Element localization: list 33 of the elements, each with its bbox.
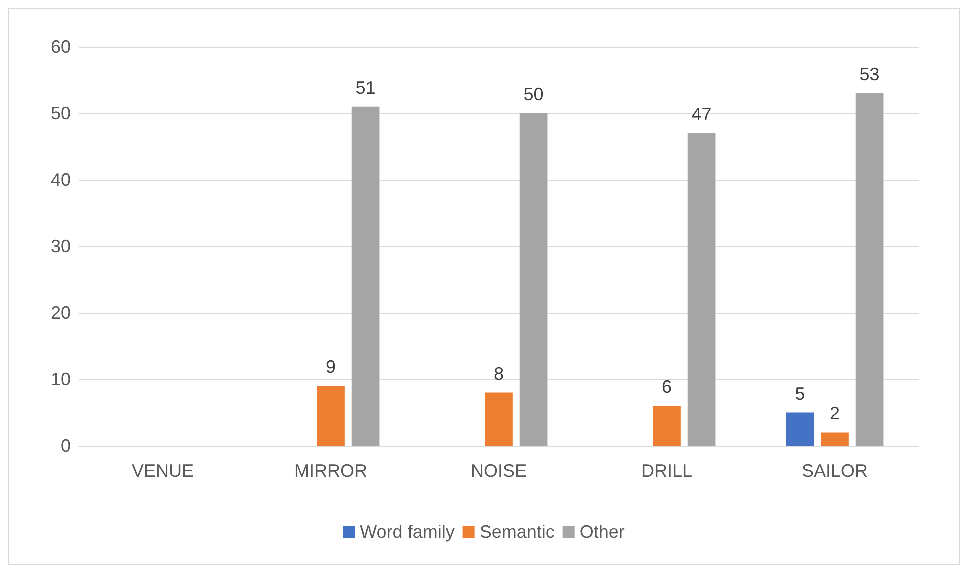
bar	[786, 412, 814, 446]
x-tick-label: DRILL	[641, 461, 693, 481]
legend-label: Word family	[360, 522, 455, 542]
y-tick-label: 10	[50, 370, 71, 390]
bar	[856, 94, 884, 446]
y-tick-label: 60	[50, 37, 71, 57]
data-label: 9	[326, 357, 336, 378]
data-label: 2	[830, 404, 840, 424]
data-label: 47	[692, 104, 712, 124]
data-label: 53	[860, 64, 880, 85]
x-tick-label: SAILOR	[802, 461, 868, 481]
y-tick-label: 40	[50, 170, 71, 190]
y-tick-label: 0	[60, 436, 71, 456]
bar	[821, 432, 849, 446]
y-tick-label: 30	[50, 236, 71, 256]
x-tick-label: MIRROR	[294, 461, 368, 481]
bar	[352, 106, 380, 446]
y-tick-label: 20	[50, 303, 71, 323]
data-label: 5	[795, 384, 806, 404]
x-tick-label: NOISE	[470, 461, 528, 481]
data-label: 8	[494, 364, 504, 384]
bar	[688, 133, 716, 446]
bar	[317, 386, 345, 446]
x-tick-label: VENUE	[132, 461, 194, 481]
data-label: 6	[662, 377, 672, 398]
bar	[653, 406, 681, 446]
data-label: 50	[524, 84, 544, 104]
legend-label: Other	[580, 522, 625, 542]
y-tick-label: 50	[50, 104, 71, 124]
legend-label: Semantic	[480, 522, 555, 542]
data-label: 51	[356, 78, 376, 98]
bar	[485, 392, 513, 446]
bar	[520, 114, 548, 446]
